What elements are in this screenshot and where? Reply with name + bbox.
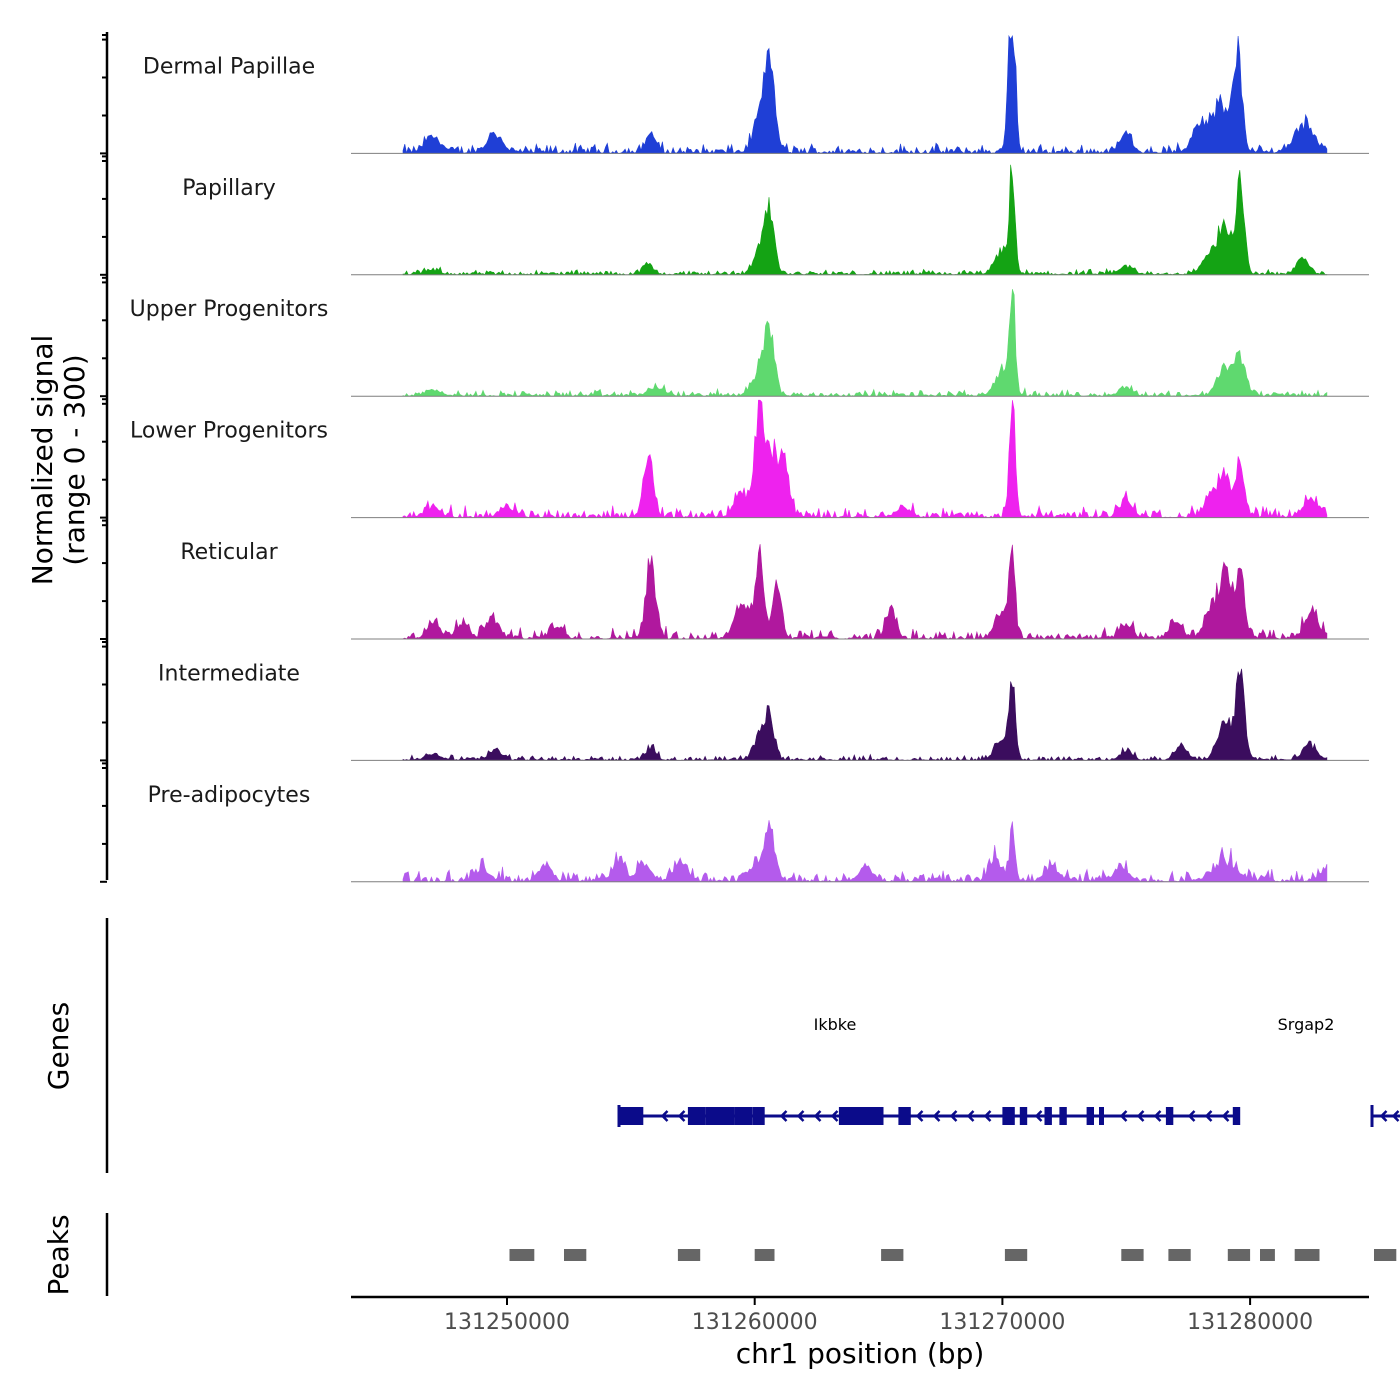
track-label: Papillary bbox=[182, 176, 276, 201]
peak-region bbox=[754, 1249, 775, 1261]
x-tick-label: 131260000 bbox=[692, 1310, 818, 1335]
gene-label: Ikbke bbox=[814, 1015, 857, 1034]
exon bbox=[1099, 1107, 1104, 1125]
peak-region bbox=[1294, 1249, 1320, 1261]
x-axis: 131250000 131260000 131270000 131280000 bbox=[351, 1295, 1369, 1335]
peak-region bbox=[1260, 1249, 1275, 1261]
strand-arrow bbox=[1204, 1110, 1213, 1122]
signal-axis-title-line2: (range 0 - 300) bbox=[58, 354, 91, 565]
peak-region bbox=[1121, 1249, 1144, 1261]
track-lower-progenitors: Lower Progenitors bbox=[130, 399, 1369, 519]
gene-end-marker bbox=[617, 1105, 621, 1127]
strand-arrow bbox=[932, 1110, 941, 1122]
exon bbox=[734, 1107, 753, 1125]
exon bbox=[1232, 1107, 1241, 1125]
track-papillary: Papillary bbox=[182, 164, 1369, 276]
strand-arrow bbox=[983, 1110, 992, 1122]
strand-arrow bbox=[779, 1110, 788, 1122]
exon bbox=[898, 1107, 911, 1125]
peak-region bbox=[564, 1249, 587, 1261]
exon bbox=[752, 1107, 765, 1125]
x-tick-label: 131270000 bbox=[939, 1310, 1065, 1335]
signal-axis-ticks bbox=[100, 34, 107, 883]
signal-axis bbox=[100, 32, 109, 883]
gene-srgap2: Srgap2 bbox=[1278, 1015, 1400, 1127]
strand-arrow bbox=[660, 1110, 669, 1122]
strand-arrow bbox=[915, 1110, 924, 1122]
gene-track: Ikbke Srgap2 bbox=[617, 1015, 1400, 1127]
x-axis-title: chr1 position (bp) bbox=[736, 1337, 985, 1370]
x-tick-label: 131250000 bbox=[444, 1310, 570, 1335]
strand-arrow bbox=[1153, 1110, 1162, 1122]
track-label: Lower Progenitors bbox=[130, 419, 328, 444]
strand-arrow bbox=[813, 1110, 822, 1122]
exon bbox=[1059, 1107, 1067, 1125]
coverage-area bbox=[402, 820, 1328, 883]
exon bbox=[1019, 1107, 1028, 1125]
strand-arrow bbox=[796, 1110, 805, 1122]
exon bbox=[687, 1107, 706, 1125]
genes-axis-title: Genes bbox=[42, 1002, 75, 1090]
exon bbox=[838, 1107, 884, 1125]
track-label: Pre-adipocytes bbox=[148, 783, 311, 808]
strand-arrow bbox=[966, 1110, 975, 1122]
coverage-area bbox=[402, 544, 1328, 640]
peak-region bbox=[1374, 1249, 1397, 1261]
x-tick-label: 131280000 bbox=[1187, 1310, 1313, 1335]
coverage-tracks: Dermal Papillae Papillary Upper Progenitor… bbox=[130, 34, 1369, 883]
track-label: Dermal Papillae bbox=[143, 54, 315, 79]
peak-region bbox=[881, 1249, 904, 1261]
signal-axis-title-line1: Normalized signal bbox=[26, 335, 59, 586]
exon bbox=[618, 1107, 644, 1125]
track-dermal-papillae: Dermal Papillae bbox=[143, 34, 1369, 155]
coverage-area bbox=[402, 34, 1328, 155]
exon bbox=[1044, 1107, 1052, 1125]
gene-end-marker bbox=[1370, 1105, 1374, 1127]
track-label: Intermediate bbox=[158, 661, 300, 686]
exon bbox=[1002, 1107, 1015, 1125]
gene-ikbke: Ikbke bbox=[617, 1015, 1241, 1127]
strand-arrow bbox=[1221, 1110, 1230, 1122]
exon bbox=[705, 1107, 735, 1125]
peak-region bbox=[1004, 1249, 1028, 1261]
peak-region bbox=[677, 1249, 701, 1261]
gene-label: Srgap2 bbox=[1278, 1015, 1335, 1034]
peak-track bbox=[509, 1249, 1397, 1261]
track-reticular: Reticular bbox=[180, 540, 1369, 640]
peaks-axis-title: Peaks bbox=[42, 1214, 75, 1295]
track-label: Upper Progenitors bbox=[130, 297, 329, 322]
strand-arrow bbox=[1119, 1110, 1128, 1122]
exon bbox=[1086, 1107, 1094, 1125]
strand-arrow bbox=[677, 1110, 686, 1122]
peak-region bbox=[1168, 1249, 1191, 1261]
track-upper-progenitors: Upper Progenitors bbox=[130, 289, 1369, 397]
strand-arrow bbox=[949, 1110, 958, 1122]
strand-arrow bbox=[1187, 1110, 1196, 1122]
strand-arrow bbox=[1034, 1110, 1043, 1122]
coverage-area bbox=[402, 668, 1328, 762]
strand-arrow bbox=[830, 1110, 839, 1122]
peak-region bbox=[509, 1249, 535, 1261]
track-pre-adipocytes: Pre-adipocytes bbox=[148, 783, 1369, 883]
strand-arrow bbox=[1379, 1110, 1388, 1122]
strand-arrow bbox=[1391, 1110, 1400, 1122]
strand-arrow bbox=[1136, 1110, 1145, 1122]
track-label: Reticular bbox=[180, 540, 278, 565]
peak-region bbox=[1227, 1249, 1251, 1261]
exon bbox=[1165, 1107, 1174, 1125]
track-intermediate: Intermediate bbox=[158, 661, 1369, 762]
